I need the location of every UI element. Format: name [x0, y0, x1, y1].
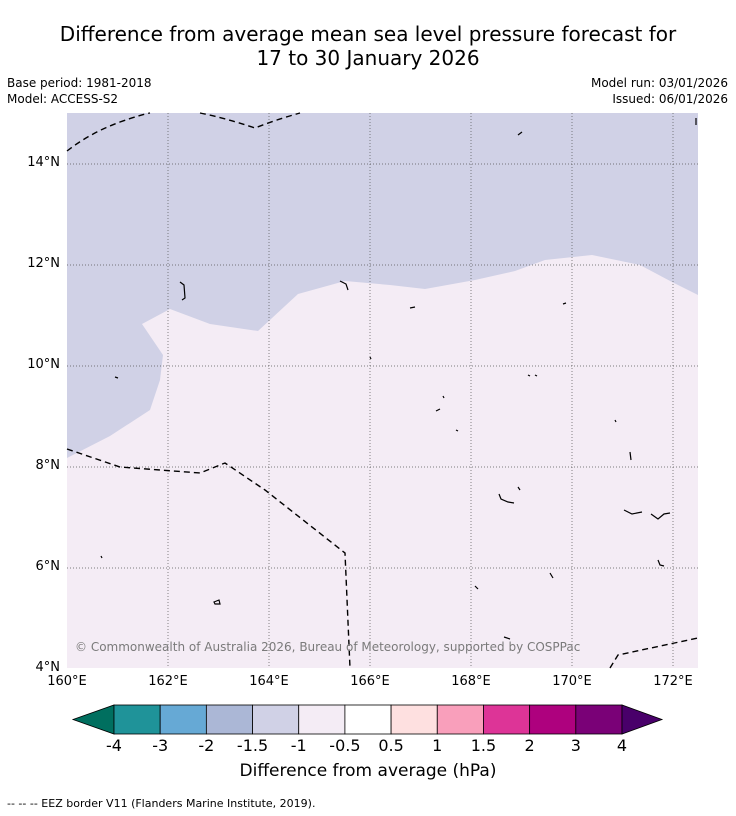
meta-left: Base period: 1981-2018 Model: ACCESS-S2 — [7, 75, 152, 107]
colorbar-tick-label: -1.5 — [236, 736, 269, 755]
colorbar-tick-label: 1.5 — [470, 736, 497, 755]
eez-legend-note: -- -- -- EEZ border V11 (Flanders Marine… — [7, 797, 316, 810]
lon-label-164e: 164°E — [249, 674, 289, 689]
model-run: Model run: 03/01/2026 — [590, 76, 728, 90]
chart-title: Difference from average mean sea level p… — [0, 22, 736, 70]
eez-borders — [66, 112, 699, 669]
colorbar-box — [252, 704, 300, 735]
colorbar-box — [575, 704, 623, 735]
colorbar-tick-label: -4 — [106, 736, 122, 755]
colorbar-tick-label: 4 — [616, 736, 628, 755]
colorbar-box — [529, 704, 577, 735]
graticule — [67, 113, 698, 668]
lon-label-160e: 160°E — [47, 674, 87, 689]
lat-label-10n: 10°N — [27, 357, 60, 372]
colorbar-tick-label: 3 — [570, 736, 581, 755]
colorbar-tick-label: -2 — [198, 736, 215, 755]
colorbar-box — [113, 704, 161, 735]
colorbar-extend-high — [621, 704, 664, 735]
colorbar-tick-label: 2 — [524, 736, 535, 755]
colorbar-box — [483, 704, 531, 735]
colorbar-tick-label: -3 — [152, 736, 169, 755]
colorbar-extend-low — [71, 704, 115, 735]
lat-label-6n: 6°N — [35, 559, 61, 574]
colorbar-box — [390, 704, 438, 735]
colorbar-tick-label: 0.5 — [378, 736, 404, 755]
lon-label-168e: 168°E — [451, 674, 491, 689]
meta-right: Model run: 03/01/2026 Issued: 06/01/2026 — [591, 75, 728, 107]
title-line-2: 17 to 30 January 2026 — [256, 46, 480, 70]
islands — [100, 118, 697, 640]
lat-label-8n: 8°N — [35, 458, 61, 473]
lat-label-4n: 4°N — [35, 660, 61, 675]
colorbar-box — [344, 704, 392, 735]
colorbar-box — [298, 704, 346, 735]
colorbar — [71, 704, 664, 735]
colorbar-tick-label: 1 — [432, 736, 443, 755]
lon-label-166e: 166°E — [350, 674, 390, 689]
colorbar-box — [159, 704, 207, 735]
lat-label-12n: 12°N — [27, 256, 60, 271]
colorbar-tick-label: -1 — [290, 736, 307, 755]
lat-label-14n: 14°N — [27, 155, 60, 170]
colorbar-label: Difference from average (hPa) — [239, 761, 497, 781]
base-period: Base period: 1981-2018 — [7, 76, 152, 90]
copyright-notice: © Commonwealth of Australia 2026, Bureau… — [75, 640, 581, 654]
lon-label-170e: 170°E — [552, 674, 592, 689]
issued-date: Issued: 06/01/2026 — [612, 92, 728, 106]
anomaly-region-minus1.5 — [67, 113, 698, 458]
title-line-1: Difference from average mean sea level p… — [59, 22, 677, 46]
colorbar-box — [205, 704, 253, 735]
colorbar-box — [436, 704, 484, 735]
colorbar-tick-label: -0.5 — [329, 736, 361, 755]
model-name: Model: ACCESS-S2 — [7, 92, 119, 106]
lon-label-162e: 162°E — [148, 674, 188, 689]
lon-label-172e: 172°E — [653, 674, 693, 689]
